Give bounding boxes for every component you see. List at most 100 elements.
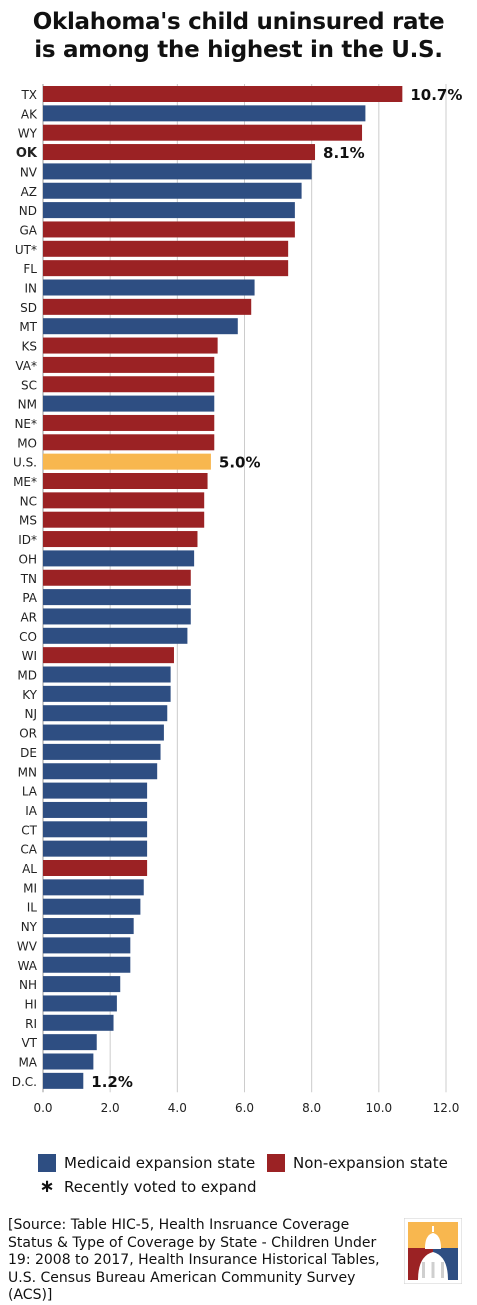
bar bbox=[43, 1014, 114, 1031]
bar bbox=[43, 144, 316, 161]
bar bbox=[43, 782, 148, 799]
bar bbox=[43, 1072, 84, 1089]
data-label: 1.2% bbox=[91, 1073, 133, 1091]
category-label: FL bbox=[23, 262, 37, 276]
bar bbox=[43, 473, 208, 489]
bar bbox=[43, 453, 211, 470]
capitol-dome-logo-icon bbox=[404, 1218, 462, 1284]
category-label: PA bbox=[22, 591, 37, 605]
category-label: KY bbox=[22, 688, 37, 702]
x-tick-label: 10.0 bbox=[365, 1101, 392, 1115]
bar bbox=[43, 685, 171, 702]
bar bbox=[43, 763, 158, 780]
data-label: 8.1% bbox=[323, 144, 365, 162]
category-label: MT bbox=[19, 320, 37, 334]
bar bbox=[43, 956, 131, 973]
bar bbox=[43, 86, 403, 102]
category-label: LA bbox=[22, 785, 38, 799]
category-label: MA bbox=[18, 1056, 37, 1070]
category-label: MD bbox=[17, 669, 37, 683]
bar bbox=[43, 860, 148, 876]
bar bbox=[43, 376, 215, 393]
bar bbox=[43, 550, 195, 567]
bar bbox=[43, 105, 366, 122]
bar bbox=[43, 395, 215, 412]
bar bbox=[43, 724, 164, 741]
bar bbox=[43, 318, 238, 335]
category-label: IA bbox=[25, 804, 38, 818]
category-label: CA bbox=[20, 843, 37, 857]
category-label: RI bbox=[25, 1017, 37, 1031]
category-label: OR bbox=[19, 727, 37, 741]
bar bbox=[43, 511, 205, 528]
category-label: CO bbox=[19, 630, 37, 644]
bar bbox=[43, 589, 191, 606]
bar bbox=[43, 705, 168, 722]
category-label: OH bbox=[19, 552, 37, 566]
category-label: VT bbox=[21, 1036, 37, 1050]
category-label: ID* bbox=[18, 533, 37, 547]
category-label: OK bbox=[16, 146, 38, 161]
category-label: WA bbox=[18, 959, 38, 973]
bar bbox=[43, 1034, 97, 1051]
legend-label-asterisk: Recently voted to expand bbox=[64, 1177, 257, 1196]
bar bbox=[43, 260, 289, 277]
category-label: AR bbox=[20, 610, 37, 624]
bar bbox=[43, 279, 255, 296]
category-label: TN bbox=[20, 572, 37, 586]
bar bbox=[43, 434, 215, 451]
bar bbox=[43, 743, 161, 760]
category-label: D.C. bbox=[12, 1075, 37, 1089]
category-label: TX bbox=[20, 88, 37, 102]
bar bbox=[43, 1053, 94, 1070]
category-label: SC bbox=[21, 378, 37, 392]
x-tick-label: 4.0 bbox=[168, 1101, 187, 1115]
x-tick-label: 8.0 bbox=[302, 1101, 321, 1115]
bar bbox=[43, 840, 148, 857]
x-tick-label: 2.0 bbox=[101, 1101, 120, 1115]
source-note: [Source: Table HIC-5, Health Insruance C… bbox=[8, 1217, 380, 1303]
category-label: ND bbox=[19, 204, 37, 218]
bar-chart: 0.0 2.0 4.0 6.0 8.0 10.0 12.0 TX 10.7% AK WY OK 8.1%… bbox=[12, 84, 462, 1115]
bar bbox=[43, 995, 117, 1012]
bar bbox=[43, 337, 218, 354]
bar bbox=[43, 627, 188, 644]
bar bbox=[43, 918, 134, 935]
bar bbox=[43, 240, 289, 257]
bar bbox=[43, 821, 148, 838]
bar bbox=[43, 356, 215, 373]
data-label: 10.7% bbox=[410, 86, 462, 104]
bar bbox=[43, 531, 198, 548]
legend-non-expansion: Non-expansion state bbox=[267, 1154, 448, 1172]
bar bbox=[43, 163, 312, 180]
category-label: AK bbox=[21, 107, 38, 121]
chart-title-line2: is among the highest in the U.S. bbox=[34, 37, 443, 63]
category-label: MN bbox=[18, 765, 37, 779]
category-label: ME* bbox=[13, 475, 37, 489]
category-label: WV bbox=[17, 939, 38, 953]
category-label: NY bbox=[21, 920, 38, 934]
category-label: AL bbox=[22, 862, 37, 876]
category-label: NH bbox=[19, 978, 37, 992]
category-label: CT bbox=[21, 823, 37, 837]
legend-expansion: Medicaid expansion state bbox=[38, 1154, 255, 1172]
legend-label-non-expansion: Non-expansion state bbox=[293, 1154, 448, 1172]
bar bbox=[43, 898, 141, 915]
bar bbox=[43, 569, 191, 586]
category-label: MS bbox=[19, 514, 37, 528]
bar bbox=[43, 937, 131, 954]
category-label: VA* bbox=[15, 359, 37, 373]
category-label: U.S. bbox=[13, 456, 37, 470]
asterisk-icon: ∗ bbox=[39, 1176, 55, 1197]
category-label: NE* bbox=[14, 417, 37, 431]
category-label: KS bbox=[22, 340, 38, 354]
category-label: WY bbox=[18, 127, 38, 141]
category-label: WI bbox=[22, 649, 37, 663]
x-tick-label: 6.0 bbox=[235, 1101, 254, 1115]
bar bbox=[43, 182, 302, 199]
legend-asterisk: ∗ Recently voted to expand bbox=[38, 1176, 257, 1197]
bar bbox=[43, 298, 252, 315]
bar bbox=[43, 202, 295, 219]
category-label: AZ bbox=[21, 185, 37, 199]
x-tick-label: 12.0 bbox=[433, 1101, 460, 1115]
